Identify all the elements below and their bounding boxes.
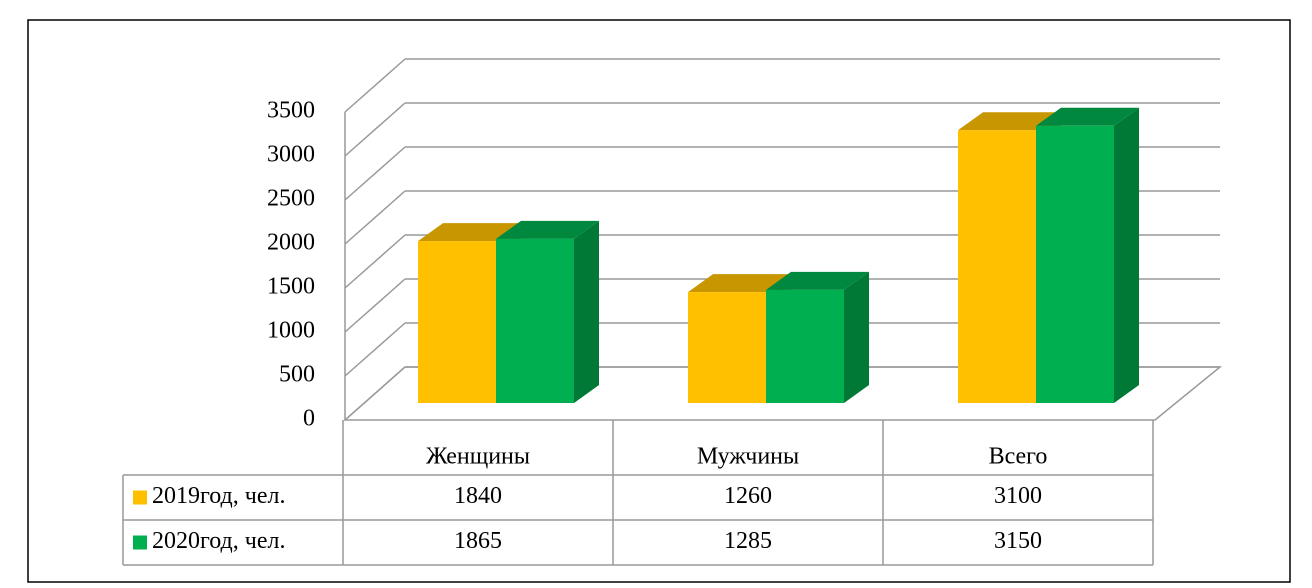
side-grid-line bbox=[344, 278, 406, 333]
table-value: 1840 bbox=[454, 483, 502, 509]
side-grid-line bbox=[344, 146, 406, 201]
table-value: 3100 bbox=[994, 483, 1042, 509]
bar bbox=[496, 238, 574, 403]
side-grid-line bbox=[344, 234, 406, 289]
bar bbox=[418, 241, 496, 403]
bar-top bbox=[958, 112, 1061, 131]
legend-swatch bbox=[133, 535, 147, 550]
bar-side bbox=[1114, 107, 1139, 404]
table-value: 1285 bbox=[724, 528, 772, 554]
y-tick-label: 1500 bbox=[267, 274, 315, 300]
bar-top bbox=[688, 274, 791, 293]
legend-swatch bbox=[133, 490, 147, 505]
bar bbox=[958, 130, 1036, 403]
table-value: 1260 bbox=[724, 483, 772, 509]
side-grid-line bbox=[344, 58, 406, 113]
side-grid-line bbox=[344, 190, 406, 245]
y-tick-label: 3500 bbox=[267, 98, 315, 124]
x-tick-label: Женщины bbox=[426, 444, 530, 470]
bar-top bbox=[418, 223, 521, 242]
bar-top bbox=[1036, 107, 1139, 126]
y-tick-label: 0 bbox=[303, 406, 315, 432]
y-tick-label: 1000 bbox=[267, 318, 315, 344]
side-grid-line bbox=[344, 322, 406, 377]
table-value: 1865 bbox=[454, 528, 502, 554]
bar-top bbox=[496, 220, 599, 239]
x-tick-label: Всего bbox=[989, 444, 1048, 470]
side-grid-line bbox=[344, 102, 406, 157]
y-tick-label: 2500 bbox=[267, 186, 315, 212]
bar bbox=[688, 292, 766, 403]
bar-side bbox=[574, 220, 599, 403]
legend-label: 2020год, чел. bbox=[152, 528, 285, 554]
bar-top bbox=[766, 271, 869, 290]
side-grid-line bbox=[344, 366, 406, 421]
legend-label: 2019год, чел. bbox=[152, 483, 285, 509]
bar-side bbox=[844, 271, 869, 403]
table-value: 3150 bbox=[994, 528, 1042, 554]
x-tick-label: Мужчины bbox=[697, 444, 799, 470]
y-tick-label: 2000 bbox=[267, 230, 315, 256]
y-tick-label: 3000 bbox=[267, 142, 315, 168]
bar bbox=[1036, 125, 1114, 404]
bar bbox=[766, 289, 844, 403]
y-tick-label: 500 bbox=[279, 362, 315, 388]
